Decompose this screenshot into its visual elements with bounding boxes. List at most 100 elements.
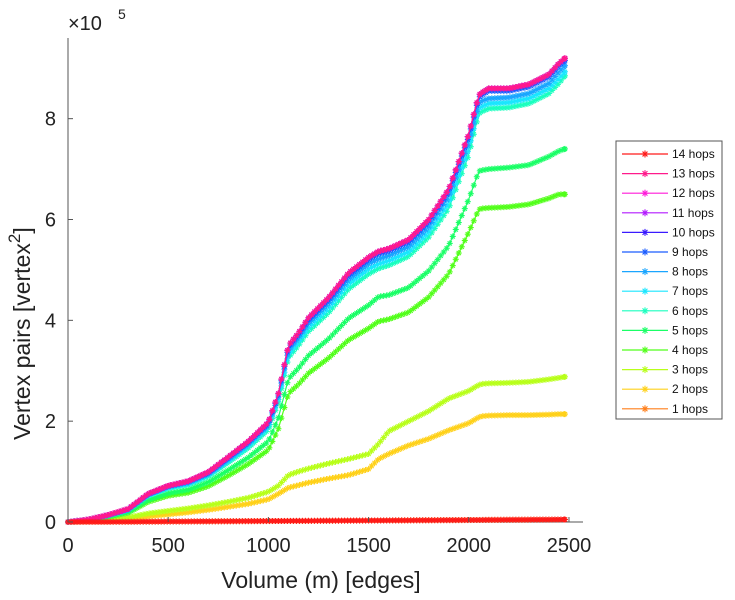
data-point [281, 391, 288, 398]
data-point [257, 444, 264, 451]
data-point [425, 435, 432, 442]
tick-layer: 0 500 1000 1500 2000 2500 0 2 4 6 8 [45, 109, 591, 557]
legend-label: 10 hops [672, 225, 715, 239]
legend-label: 8 hops [672, 265, 708, 279]
series-line [67, 60, 566, 523]
data-point [287, 388, 294, 395]
data-point [551, 84, 558, 91]
data-point [260, 450, 267, 457]
data-point [284, 485, 291, 492]
legend-marker [641, 150, 649, 158]
data-point [419, 272, 426, 279]
series-8-hops [65, 62, 568, 525]
data-point [278, 402, 285, 409]
data-point [341, 340, 348, 347]
x-tick-label: 2000 [447, 535, 492, 557]
data-point [275, 414, 282, 421]
data-point [266, 444, 273, 451]
data-point [548, 87, 555, 94]
data-point [302, 319, 309, 326]
series-line [67, 193, 565, 523]
legend-label: 3 hops [672, 363, 708, 377]
legend-marker [641, 346, 649, 354]
legend: 14 hops 13 hops 12 hops 11 hops 10 hops 9 hop… [615, 140, 723, 420]
data-point [452, 226, 459, 233]
data-point [561, 373, 568, 380]
data-point [561, 516, 568, 523]
legend-marker [641, 248, 649, 256]
data-point [452, 256, 459, 263]
data-point [461, 237, 468, 244]
y-axis-label-superscript: 2 [5, 234, 24, 243]
data-point [314, 345, 321, 352]
y-axis-label: Vertex pairs [vertex2] [5, 227, 35, 440]
y-exponent: 5 [118, 6, 126, 22]
data-point [257, 452, 264, 459]
legend-label: 11 hops [672, 206, 714, 220]
data-point [464, 198, 471, 205]
y-tick-label: 8 [45, 109, 56, 131]
data-point [320, 340, 327, 347]
data-point [311, 347, 318, 354]
data-point [248, 458, 255, 465]
x-tick-label: 1500 [346, 535, 391, 557]
data-point [284, 379, 291, 386]
legend-label: 5 hops [672, 323, 708, 337]
data-point [365, 325, 372, 332]
x-tick-label: 1000 [246, 535, 291, 557]
legend-box [615, 140, 723, 420]
x-axis-label: Volume (m) [edges] [221, 567, 420, 593]
data-point [344, 337, 351, 344]
data-point [263, 439, 270, 446]
data-point [422, 232, 429, 239]
data-point [350, 312, 357, 319]
data-point [455, 250, 462, 257]
x-tick-label: 2500 [547, 535, 592, 557]
data-point [473, 210, 480, 217]
data-point [425, 229, 432, 236]
data-point [470, 182, 477, 189]
data-point [561, 191, 568, 198]
data-point [561, 55, 568, 62]
data-point [561, 411, 568, 418]
legend-label: 14 hops [672, 147, 715, 161]
data-point [347, 314, 354, 321]
data-point [341, 319, 348, 326]
y-tick-label: 6 [45, 210, 56, 232]
data-point [500, 412, 507, 419]
y-tick-label: 2 [45, 411, 56, 433]
data-point [482, 96, 489, 103]
data-point [266, 435, 273, 442]
data-point [458, 212, 465, 219]
data-point [446, 268, 453, 275]
data-point [272, 421, 279, 428]
axes [67, 38, 583, 523]
legend-marker [641, 189, 649, 197]
data-point [362, 304, 369, 311]
data-point [413, 277, 420, 284]
y-axis-label-close: ] [9, 227, 35, 233]
y-axis-label-main: Vertex pairs [vertex [9, 243, 35, 440]
series-13-hops [65, 55, 568, 525]
data-point [251, 456, 258, 463]
data-point [449, 262, 456, 269]
series-6-hops [65, 72, 568, 525]
data-point [561, 145, 568, 152]
data-point [446, 240, 453, 247]
data-point [443, 245, 450, 252]
data-point [467, 190, 474, 197]
data-point [467, 224, 474, 231]
data-point [263, 448, 270, 455]
data-point [404, 284, 411, 291]
data-point [362, 327, 369, 334]
data-point [431, 260, 438, 267]
data-point [464, 231, 471, 238]
data-point [308, 350, 315, 357]
series-line [67, 75, 566, 523]
series-12-hops [65, 55, 568, 525]
x-tick-label: 0 [62, 535, 73, 557]
data-point [302, 356, 309, 363]
series-5-hops [65, 145, 568, 525]
data-point [473, 173, 480, 180]
data-point [269, 428, 276, 435]
